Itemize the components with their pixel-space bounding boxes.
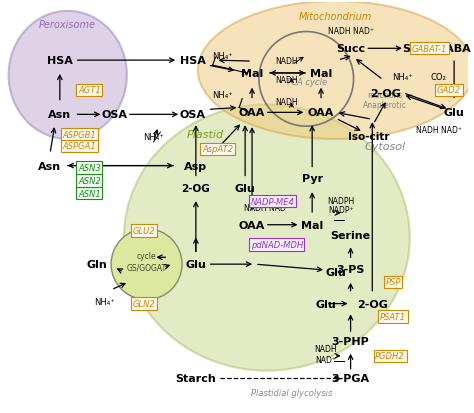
Text: Cytosol: Cytosol: [365, 142, 406, 152]
Text: Gln: Gln: [87, 259, 108, 270]
Text: OAA: OAA: [239, 108, 265, 118]
Text: ASN3: ASN3: [78, 164, 101, 173]
Text: AspAT2: AspAT2: [202, 145, 233, 154]
Text: 3-PGA: 3-PGA: [331, 374, 370, 384]
Text: Iso-citr: Iso-citr: [347, 132, 389, 142]
Text: NADH: NADH: [275, 76, 298, 85]
Text: SSA: SSA: [402, 44, 427, 54]
Text: Glu: Glu: [316, 299, 337, 309]
Ellipse shape: [9, 12, 127, 140]
Ellipse shape: [198, 2, 474, 140]
Text: Anaplerotic: Anaplerotic: [363, 101, 407, 110]
Text: HSA: HSA: [47, 56, 73, 66]
Text: NH₄⁺: NH₄⁺: [212, 52, 233, 61]
Text: Plastid: Plastid: [187, 130, 224, 140]
Text: PSAT1: PSAT1: [380, 312, 406, 321]
Text: GS/GOGAT: GS/GOGAT: [127, 263, 167, 272]
Text: 3-PHP: 3-PHP: [332, 336, 369, 346]
Text: NH₄⁺: NH₄⁺: [212, 91, 233, 100]
Text: NH₄⁺: NH₄⁺: [94, 297, 115, 306]
Text: Succ: Succ: [336, 44, 365, 54]
Text: NADP-ME4: NADP-ME4: [251, 197, 295, 206]
Text: OAA: OAA: [308, 108, 334, 118]
Text: Glu: Glu: [185, 259, 206, 270]
Text: Starch: Starch: [175, 374, 216, 384]
Text: PSP: PSP: [385, 278, 401, 287]
Text: GABA: GABA: [437, 44, 472, 54]
Text: TCA cycle: TCA cycle: [286, 78, 327, 87]
Text: NADH: NADH: [275, 98, 298, 107]
Text: HSA: HSA: [180, 56, 206, 66]
Text: ASPGA1: ASPGA1: [63, 142, 96, 151]
Text: Mitochondrium: Mitochondrium: [299, 12, 373, 22]
Text: NH₄⁺: NH₄⁺: [392, 73, 413, 82]
Text: NADH NAD⁺: NADH NAD⁺: [416, 125, 462, 134]
Text: NADH NAD⁺: NADH NAD⁺: [328, 27, 374, 36]
Text: Asn: Asn: [38, 161, 62, 171]
Text: PGDH2: PGDH2: [375, 351, 405, 361]
Text: Serine: Serine: [330, 230, 371, 240]
Text: Peroxisome: Peroxisome: [39, 19, 96, 30]
Ellipse shape: [124, 105, 410, 371]
Text: NADH: NADH: [275, 57, 298, 66]
Text: CO₂: CO₂: [430, 73, 446, 82]
Text: NADPH: NADPH: [327, 196, 355, 205]
Text: reactions: reactions: [367, 91, 403, 100]
Text: OSA: OSA: [180, 110, 206, 120]
Text: Glu: Glu: [326, 267, 346, 278]
Text: NAD⁺: NAD⁺: [316, 356, 337, 364]
Text: Asp: Asp: [184, 161, 208, 171]
Text: ASN2: ASN2: [78, 176, 101, 185]
Text: NH₄⁺: NH₄⁺: [143, 132, 164, 141]
Text: Asn: Asn: [48, 110, 72, 120]
Text: Plastidial glycolysis: Plastidial glycolysis: [251, 388, 332, 397]
Circle shape: [111, 229, 182, 300]
Text: 2-OG: 2-OG: [370, 88, 401, 98]
Text: OSA: OSA: [101, 110, 127, 120]
Text: Glu: Glu: [444, 108, 465, 118]
Text: GLU2: GLU2: [132, 227, 155, 235]
Text: 3-PS: 3-PS: [337, 264, 365, 274]
Text: Mal: Mal: [310, 69, 332, 79]
Text: AGT1: AGT1: [78, 86, 101, 95]
Text: GABAT-1: GABAT-1: [412, 45, 447, 54]
Text: ASPGB1: ASPGB1: [63, 130, 96, 139]
Text: 2-OG: 2-OG: [182, 184, 210, 194]
Text: ASN1: ASN1: [78, 189, 101, 198]
Text: GAD2: GAD2: [437, 86, 461, 95]
Text: Pyr: Pyr: [301, 174, 323, 184]
Text: 2-OG: 2-OG: [357, 299, 388, 309]
Text: Mal: Mal: [241, 69, 263, 79]
Text: NADH: NADH: [315, 344, 337, 354]
Text: NADP⁺: NADP⁺: [328, 206, 354, 215]
Text: OAA: OAA: [239, 220, 265, 230]
Text: GLN2: GLN2: [132, 299, 155, 309]
Text: Mal: Mal: [301, 220, 323, 230]
Text: pdNAD-MDH: pdNAD-MDH: [251, 240, 303, 249]
Text: NADH NAD⁺: NADH NAD⁺: [244, 204, 290, 213]
Text: Glu: Glu: [235, 184, 255, 194]
Text: cycle: cycle: [137, 251, 156, 260]
